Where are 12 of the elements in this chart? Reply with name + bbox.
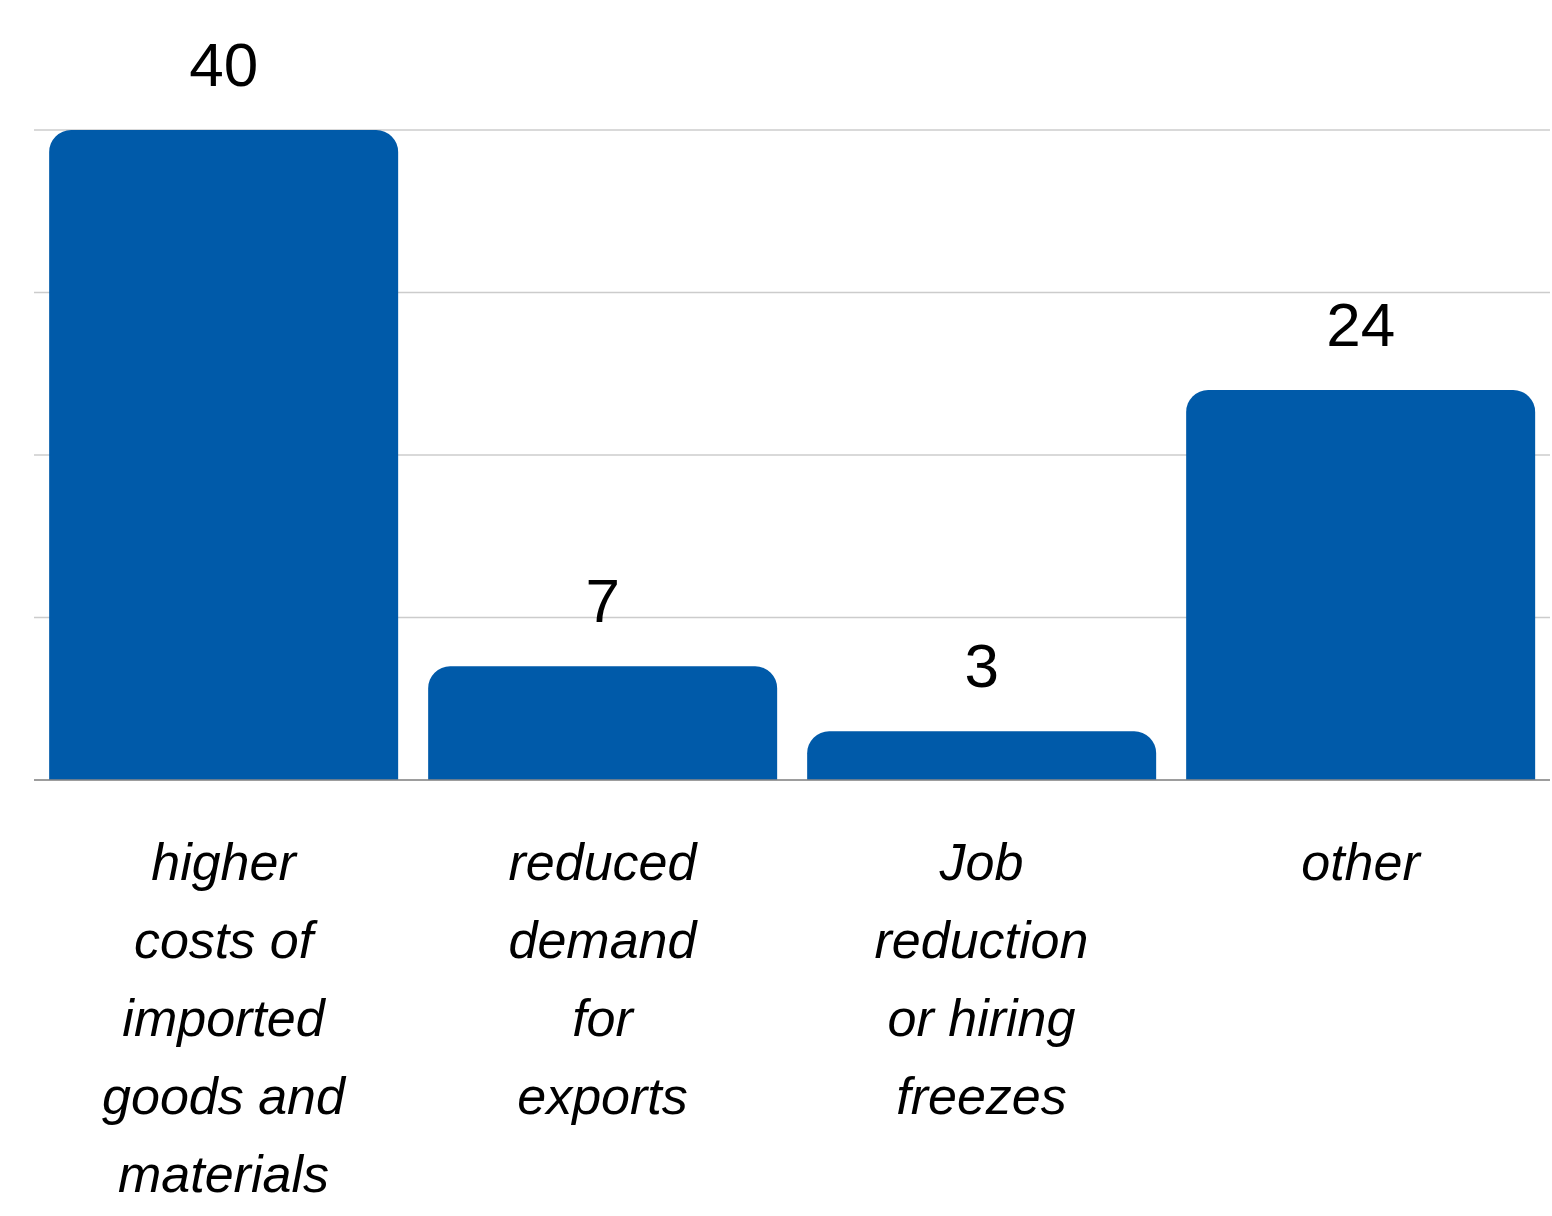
data-label: 7 bbox=[585, 566, 620, 636]
bar bbox=[807, 731, 1157, 780]
data-label: 24 bbox=[1326, 290, 1396, 359]
data-label: 3 bbox=[964, 631, 999, 701]
bar bbox=[428, 666, 778, 780]
bar bbox=[49, 130, 399, 780]
x-tick-label: other bbox=[1301, 833, 1423, 891]
x-tick-label: reduced demand for exports bbox=[508, 833, 699, 1125]
data-label: 40 bbox=[189, 30, 259, 99]
bar bbox=[1186, 390, 1536, 780]
x-tick-label: higher costs of imported goods and materials bbox=[102, 833, 348, 1203]
x-tick-label: Job reduction or hiring freezes bbox=[874, 833, 1089, 1125]
